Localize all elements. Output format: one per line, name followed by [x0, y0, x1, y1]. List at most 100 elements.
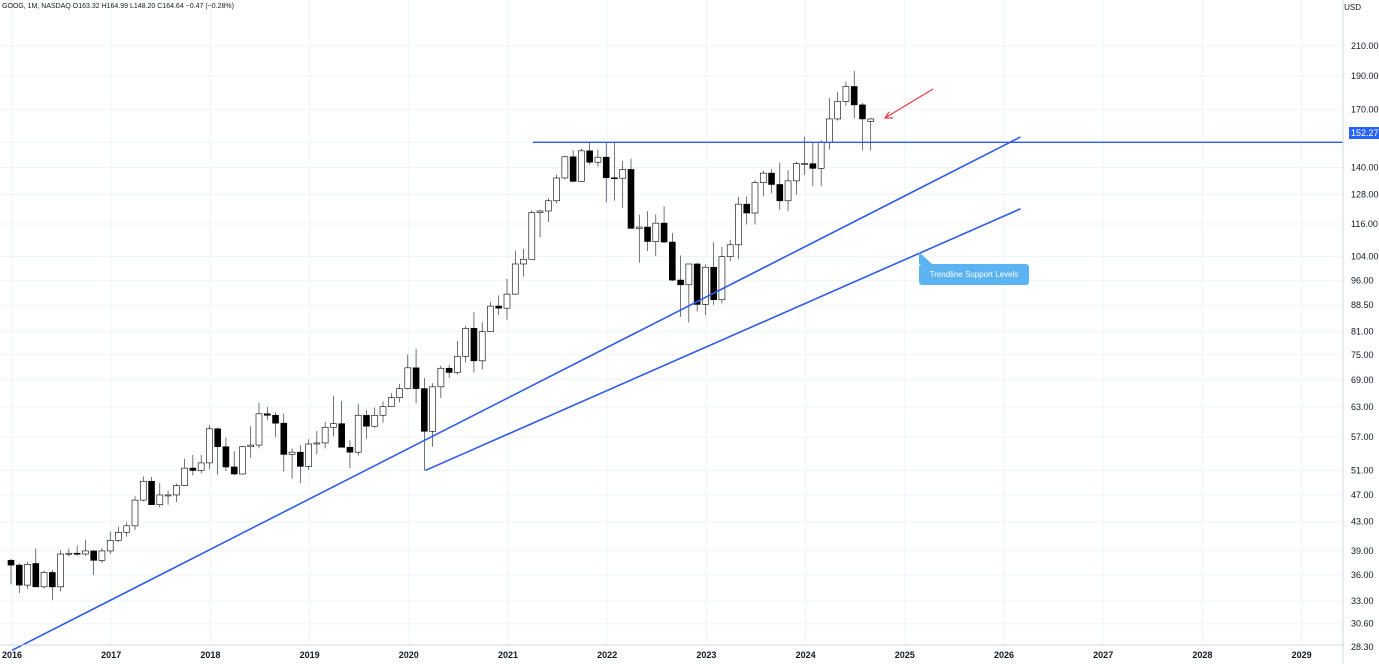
- candle-body-up: [156, 494, 164, 505]
- currency-label: USD: [1344, 3, 1361, 12]
- candle: [809, 142, 817, 187]
- candle-body-up: [511, 263, 519, 295]
- time-tick-label: 2025: [895, 650, 915, 660]
- current-price-tag: 152.27: [1349, 127, 1379, 139]
- candle-body-up: [652, 222, 660, 242]
- candle: [751, 180, 759, 225]
- candle-body-up: [404, 367, 412, 389]
- candle: [65, 548, 73, 557]
- candle-body-up: [98, 550, 106, 561]
- candle: [520, 248, 527, 277]
- candle: [511, 250, 519, 295]
- candle-body-up: [685, 263, 693, 286]
- candle-body-up: [528, 212, 536, 260]
- candles: [7, 70, 875, 601]
- candle-body-down: [677, 279, 684, 286]
- candle: [776, 162, 784, 211]
- candle: [189, 454, 197, 476]
- candle: [412, 348, 420, 404]
- candle: [181, 458, 188, 487]
- candle: [330, 395, 337, 437]
- candle-body-down: [693, 263, 701, 305]
- candle-body-up: [239, 446, 246, 475]
- price-tick-label: 51.00: [1351, 465, 1374, 475]
- candle-body-up: [57, 553, 64, 588]
- candle: [710, 242, 717, 305]
- candle: [371, 407, 379, 428]
- price-tick-label: 57.00: [1351, 432, 1374, 442]
- candle: [7, 558, 15, 585]
- candle: [594, 149, 602, 167]
- candle-body-up: [801, 163, 808, 165]
- candle-body-down: [49, 572, 56, 588]
- candle: [817, 140, 825, 187]
- candle-body-up: [40, 572, 48, 588]
- candle: [693, 262, 701, 312]
- candle: [627, 158, 635, 229]
- candle: [611, 142, 618, 201]
- candle: [32, 548, 40, 588]
- candle-body-down: [32, 563, 40, 588]
- candle: [602, 142, 610, 203]
- candle-body-down: [189, 467, 197, 471]
- candle-body-up: [65, 552, 73, 555]
- candle: [454, 341, 461, 375]
- candle-body-up: [834, 101, 841, 120]
- candle-body-down: [710, 266, 717, 301]
- candle: [578, 148, 585, 182]
- candle-body-down: [611, 177, 618, 180]
- candle-body-up: [454, 356, 461, 373]
- price-tick-label: 28.30: [1351, 642, 1374, 652]
- candle-body-up: [478, 331, 486, 362]
- candle: [123, 522, 131, 537]
- candle-body-up: [619, 169, 627, 179]
- candle: [660, 206, 668, 244]
- candle: [90, 550, 97, 575]
- candle: [702, 264, 709, 316]
- candle: [148, 476, 155, 505]
- time-tick-label: 2022: [597, 650, 617, 660]
- candle-body-down: [768, 172, 775, 185]
- candle-body-up: [24, 564, 31, 586]
- candle-body-down: [148, 480, 155, 505]
- candle-body-down: [90, 550, 97, 561]
- candle-body-down: [586, 150, 593, 163]
- candle: [470, 312, 478, 373]
- grid: [0, 0, 1343, 645]
- time-tick-label: 2020: [399, 650, 419, 660]
- candle: [24, 561, 31, 589]
- candle: [288, 448, 296, 479]
- candle-body-up: [164, 494, 172, 497]
- candle-body-up: [247, 444, 255, 448]
- candle-body-up: [173, 485, 180, 496]
- candle: [503, 278, 511, 320]
- candle: [635, 214, 643, 263]
- trendline-support-callout[interactable]: Trendline Support Levels: [919, 264, 1029, 285]
- trendline: [11, 136, 1021, 652]
- candle-body-up: [759, 172, 767, 183]
- candle-body-down: [669, 241, 676, 281]
- candle-body-up: [784, 180, 792, 202]
- candle: [561, 155, 569, 180]
- candle: [197, 454, 205, 474]
- candle: [40, 570, 48, 589]
- candle: [173, 483, 180, 503]
- candle-body-up: [313, 442, 321, 445]
- candle-body-down: [627, 169, 635, 229]
- candle: [346, 440, 354, 469]
- trendlines: [11, 136, 1021, 652]
- candle: [115, 526, 122, 542]
- candle: [859, 102, 866, 151]
- candle-body-up: [635, 226, 643, 229]
- candle-body-down: [363, 414, 370, 427]
- price-tick-label: 63.00: [1351, 402, 1374, 412]
- candle: [619, 160, 627, 208]
- candle-body-up: [536, 210, 544, 213]
- price-axis: 28.30 30.60 33.00 36.00 39.00 43.00 47.00 51.00…: [1342, 0, 1379, 664]
- candle-body-up: [718, 256, 726, 301]
- candle-body-up: [487, 305, 494, 332]
- candle: [685, 263, 693, 323]
- candle: [768, 169, 775, 194]
- candle: [536, 209, 544, 238]
